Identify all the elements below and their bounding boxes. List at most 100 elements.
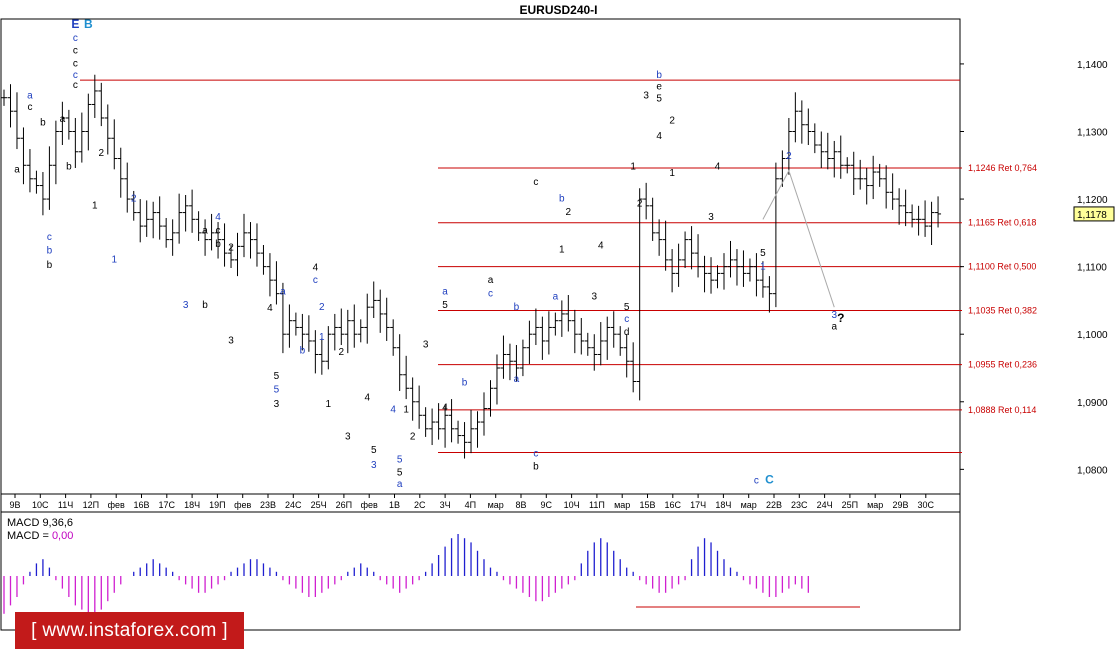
wave-label: b (202, 300, 208, 311)
candle (500, 335, 507, 379)
wave-label: a (488, 275, 494, 286)
candle (409, 377, 416, 421)
candle (571, 309, 578, 354)
wave-label: 5 (624, 302, 630, 313)
candle (20, 127, 27, 185)
candle (798, 100, 805, 144)
candle (481, 392, 487, 436)
x-tick-label: 24Ч (817, 500, 833, 510)
wave-label: 3 (423, 340, 429, 351)
x-tick-label: 2С (414, 500, 426, 510)
candle (753, 253, 760, 297)
current-price-label: 1,1178 (1077, 210, 1107, 221)
wave-label: 3 (345, 432, 351, 443)
x-tick-label: 24С (285, 500, 302, 510)
candle (636, 188, 643, 401)
wave-label: ? (837, 311, 844, 325)
candle (98, 82, 105, 127)
wave-label: c (73, 59, 78, 70)
candle (630, 342, 637, 393)
candle (247, 222, 254, 259)
candle (824, 132, 831, 170)
candle (837, 135, 844, 179)
macd-title: MACD 9,36,6 (7, 517, 74, 529)
candle (338, 308, 345, 346)
candle (759, 261, 766, 298)
retracement-label: 1,0888 Ret 0,114 (968, 405, 1036, 415)
wave-label: 2 (410, 432, 416, 443)
retracement-levels: 1,1246 Ret 0,764 1,1165 Ret 0,618 1,1100 R… (80, 79, 1037, 453)
retracement-label: 1,1246 Ret 0,764 (968, 163, 1037, 173)
candle (65, 109, 72, 140)
candle (377, 289, 384, 333)
candle (506, 343, 513, 381)
wave-label: 2 (99, 148, 105, 159)
wave-label: 3 (274, 399, 280, 410)
candle (39, 172, 46, 216)
wave-label: b (47, 246, 53, 257)
wave-label: 2 (566, 207, 572, 218)
candle (591, 334, 598, 371)
macd-panel-frame (0, 511, 961, 631)
wave-label: 5 (371, 445, 377, 456)
x-tick-label: 9В (9, 500, 20, 510)
candle (91, 74, 98, 118)
candle (935, 196, 942, 228)
x-tick-label: 19П (209, 500, 225, 510)
candle (312, 330, 319, 374)
candle (117, 147, 124, 198)
x-tick-label: 4П (465, 500, 476, 510)
candle (708, 257, 715, 294)
price-scale: 1,1400 1,1300 1,1200 1,1100 1,1000 1,0900 1,08… (960, 60, 1115, 476)
wave-label: 1 (92, 200, 98, 211)
candle (675, 243, 682, 287)
y-tick-label: 1,1200 (1077, 195, 1108, 206)
wave-label: 4 (267, 303, 273, 314)
wave-label: 3 (183, 300, 189, 311)
candle (532, 308, 539, 346)
wave-label: 2 (228, 242, 234, 253)
candle (889, 173, 896, 210)
candle (137, 199, 144, 243)
candle (85, 93, 92, 151)
candle (746, 258, 753, 282)
wave-label: c (533, 177, 538, 188)
candle (850, 151, 857, 196)
candle (565, 295, 572, 332)
wave-label: c (533, 448, 538, 459)
candle (253, 223, 260, 267)
wave-label: a (514, 374, 520, 385)
candle (176, 193, 183, 244)
wave-label: 2 (786, 151, 792, 162)
candle (150, 201, 157, 239)
candle (597, 322, 604, 366)
candles (1, 74, 942, 459)
candle (461, 422, 468, 459)
candle (13, 92, 20, 150)
wave-label: b (215, 239, 221, 250)
candle (682, 231, 689, 268)
wave-label: c (47, 232, 52, 243)
y-tick-label: 1,1400 (1077, 60, 1108, 71)
candle (318, 338, 325, 375)
wave-label: 4 (364, 392, 370, 403)
y-tick-label: 1,0800 (1077, 465, 1108, 476)
candle (364, 293, 371, 344)
wave-label: 4 (390, 405, 396, 416)
wave-label: 4 (313, 263, 319, 274)
time-scale: 9В 10С 11Ч 12П фев 16В 17С 18Ч 19П фев 23В 24С 25Ч 26… (9, 494, 935, 510)
x-tick-label: 10Ч (564, 500, 580, 510)
macd-histogram (3, 534, 860, 614)
candle (539, 316, 546, 360)
x-tick-label: 25П (842, 500, 858, 510)
candle (292, 312, 299, 336)
wave-label: 3 (371, 460, 377, 471)
wave-label: b (533, 461, 539, 472)
candle (688, 226, 695, 270)
x-tick-label: фев (234, 500, 251, 510)
x-tick-label: 17С (159, 500, 176, 510)
retracement-label: 1,1165 Ret 0,618 (968, 218, 1036, 228)
wave-label: a (60, 114, 66, 125)
wave-label: c (73, 70, 78, 81)
candle (260, 245, 267, 275)
